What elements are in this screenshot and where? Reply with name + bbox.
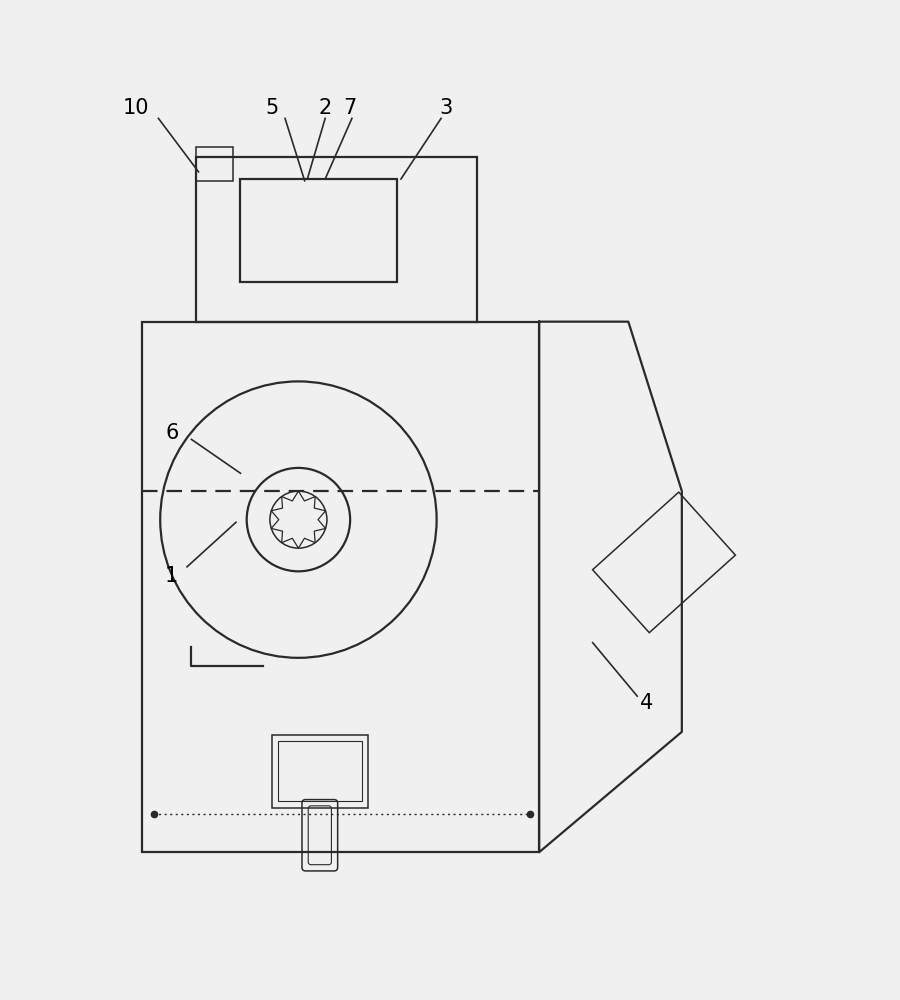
Text: 5: 5 — [265, 98, 278, 118]
Text: 3: 3 — [439, 98, 452, 118]
Text: 7: 7 — [344, 98, 356, 118]
Text: 1: 1 — [166, 566, 178, 586]
Text: 4: 4 — [640, 693, 652, 713]
Text: 6: 6 — [165, 423, 178, 443]
Text: 10: 10 — [123, 98, 149, 118]
Bar — [142, 322, 539, 852]
Text: 2: 2 — [319, 98, 332, 118]
Bar — [196, 147, 233, 181]
Bar — [196, 157, 477, 322]
Bar — [272, 735, 368, 808]
Bar — [240, 179, 397, 282]
Bar — [278, 741, 362, 801]
